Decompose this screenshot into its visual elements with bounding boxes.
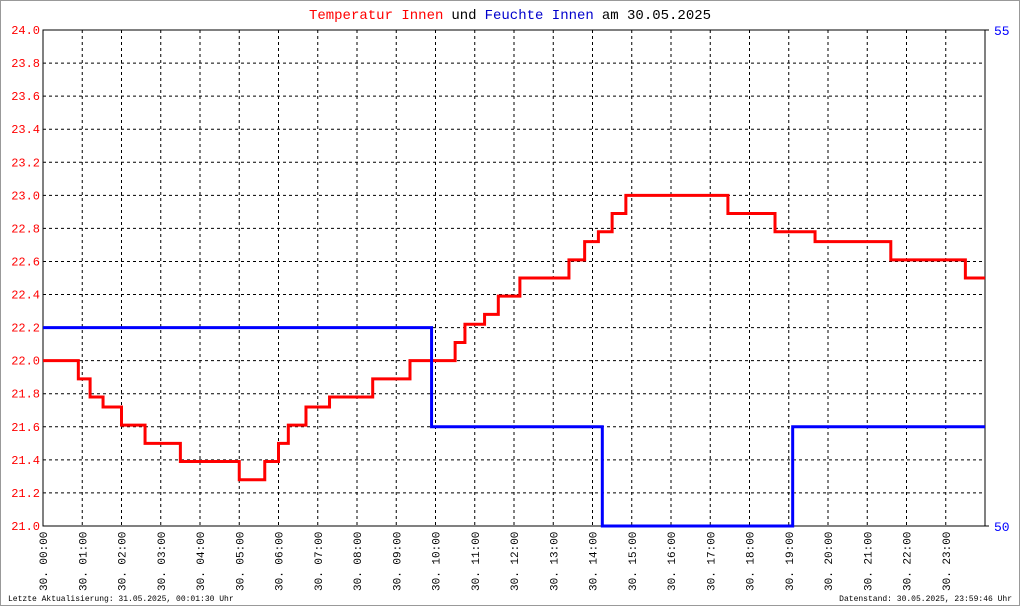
y-tick-label: 22.6 (11, 255, 40, 269)
y-tick-label: 21.8 (11, 388, 40, 402)
data-line (43, 326, 985, 528)
y-tick-label: 21.0 (11, 520, 40, 534)
x-tick-label: 30. 01:00 (78, 532, 90, 591)
x-tick-label: 30. 22:00 (903, 532, 915, 591)
x-tick-label: 30. 12:00 (510, 532, 522, 591)
x-tick-label: 30. 20:00 (824, 532, 836, 591)
data-line (43, 193, 985, 482)
x-tick-label: 30. 17:00 (706, 532, 718, 591)
x-tick-label: 30. 19:00 (785, 532, 797, 591)
y-tick-label: 22.4 (11, 289, 40, 303)
y2-tick-label: 55 (994, 24, 1010, 39)
title-segment: Temperatur Innen (309, 8, 443, 24)
y-tick-label: 23.0 (11, 189, 40, 203)
x-tick-label: 30. 02:00 (118, 532, 130, 591)
x-tick-label: 30. 18:00 (746, 532, 758, 591)
footer-left: Letzte Aktualisierung: 31.05.2025, 00:01… (8, 595, 234, 604)
x-tick-label: 30. 05:00 (235, 532, 247, 591)
y2-tick-label: 50 (994, 520, 1010, 535)
y-tick-label: 22.2 (11, 322, 40, 336)
title-segment: Feuchte Innen (485, 8, 594, 24)
x-tick-label: 30. 11:00 (471, 532, 483, 591)
y-tick-label: 23.2 (11, 156, 40, 170)
y-tick-label: 22.0 (11, 355, 40, 369)
x-tick-label: 30. 03:00 (157, 532, 169, 591)
x-tick-label: 30. 06:00 (275, 532, 287, 591)
x-tick-label: 30. 07:00 (314, 532, 326, 591)
y-tick-label: 21.2 (11, 487, 40, 501)
title-segment: und (451, 8, 476, 24)
title-segment: am 30.05.2025 (602, 8, 711, 24)
y-tick-label: 21.6 (11, 421, 40, 435)
y-tick-label: 23.8 (11, 57, 40, 71)
chart-title: Temperatur Innen und Feuchte Innen am 30.05… (309, 8, 711, 24)
footer-right: Datenstand: 30.05.2025, 23:59:46 Uhr (839, 595, 1012, 604)
x-tick-label: 30. 00:00 (39, 532, 51, 591)
y-tick-label: 22.8 (11, 222, 40, 236)
y-tick-label: 23.4 (11, 123, 40, 137)
y-tick-label: 21.4 (11, 454, 40, 468)
x-tick-label: 30. 21:00 (863, 532, 875, 591)
x-tick-label: 30. 14:00 (589, 532, 601, 591)
x-tick-label: 30. 08:00 (353, 532, 365, 591)
x-tick-label: 30. 23:00 (942, 532, 954, 591)
x-tick-label: 30. 09:00 (392, 532, 404, 591)
y-tick-label: 24.0 (11, 24, 40, 38)
x-tick-label: 30. 16:00 (667, 532, 679, 591)
x-tick-label: 30. 04:00 (196, 532, 208, 591)
x-tick-label: 30. 13:00 (549, 532, 561, 591)
x-tick-label: 30. 15:00 (628, 532, 640, 591)
x-tick-label: 30. 10:00 (432, 532, 444, 591)
y-tick-label: 23.6 (11, 90, 40, 104)
